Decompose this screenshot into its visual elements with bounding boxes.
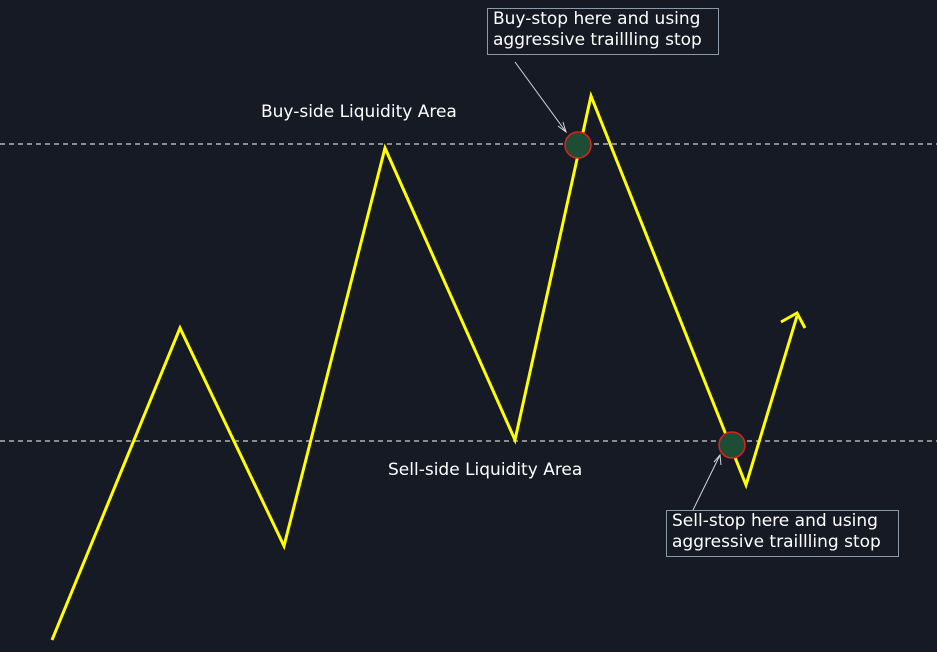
buy-stop-callout: Buy-stop here and using aggressive trail… (487, 8, 719, 55)
buy-stop-pointer (514, 61, 567, 133)
buy-stop-pointer-arrow-icon (557, 121, 567, 134)
buy-side-liquidity-label: Buy-side Liquidity Area (261, 102, 457, 122)
sell-stop-pointer-arrow-icon (713, 453, 722, 466)
price-path (50, 90, 799, 641)
buy-stop-marker (564, 131, 592, 159)
sell-stop-marker (718, 431, 746, 459)
sell-side-liquidity-label: Sell-side Liquidity Area (388, 460, 583, 480)
sell-stop-callout: Sell-stop here and using aggressive trai… (666, 510, 899, 557)
sell-stop-pointer (692, 454, 721, 511)
price-arrow-head-icon (780, 310, 807, 329)
